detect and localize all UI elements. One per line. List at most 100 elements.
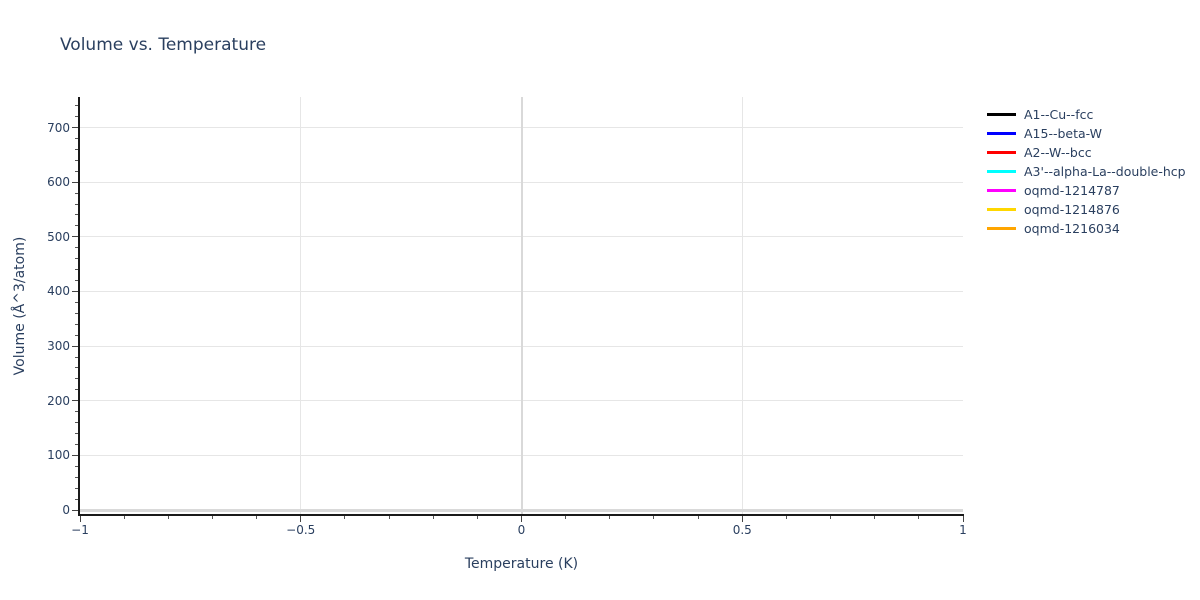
y-minor-tick [75,367,78,369]
y-tick [72,236,78,238]
legend-label: A1--Cu--fcc [1024,107,1094,122]
y-minor-tick [75,422,78,424]
x-tick [521,516,522,522]
y-axis-title: Volume (Å^3/atom) [12,236,28,376]
legend-label: oqmd-1214876 [1024,202,1120,217]
legend-line-swatch [987,132,1016,135]
y-minor-tick [75,301,78,303]
y-minor-tick [75,323,78,325]
x-axis-title: Temperature (K) [464,556,579,572]
y-tick-label: 0 [62,503,70,517]
y-minor-tick [75,148,78,150]
y-tick [72,509,78,511]
y-tick [72,400,78,402]
legend-line-swatch [987,170,1016,173]
legend-item[interactable]: A2--W--bcc [987,143,1186,162]
y-tick-label: 600 [47,175,70,190]
legend-label: oqmd-1216034 [1024,221,1120,236]
y-tick [72,290,78,292]
y-minor-tick [75,487,78,489]
legend-line-swatch [987,151,1016,154]
x-minor-tick [388,516,390,519]
x-minor-tick [874,516,876,519]
x-minor-tick [565,516,567,519]
y-tick-label: 100 [47,448,70,463]
x-minor-tick [653,516,655,519]
legend-item[interactable]: A15--beta-W [987,124,1186,143]
x-tick-label: 0.5 [732,523,752,537]
y-tick [72,454,78,456]
y-tick [72,181,78,183]
y-axis-line [78,97,80,516]
x-minor-tick [609,516,611,519]
x-tick-label: 1 [959,523,967,537]
y-minor-tick [75,247,78,249]
y-minor-tick [75,225,78,227]
x-minor-tick [697,516,699,519]
x-minor-tick [918,516,920,519]
x-minor-tick [123,516,125,519]
x-minor-tick [211,516,213,519]
y-tick [72,345,78,347]
x-minor-tick [432,516,434,519]
x-minor-tick [476,516,478,519]
y-minor-tick [75,105,78,107]
y-minor-tick [75,170,78,172]
x-tick-label: 0 [517,523,526,537]
y-minor-tick [75,411,78,413]
x-tick-label: −0.5 [286,523,316,537]
y-minor-tick [75,378,78,380]
y-tick-label: 700 [47,120,70,135]
x-tick [741,516,743,522]
y-minor-tick [75,214,78,216]
x-tick [79,516,81,522]
y-minor-tick [75,192,78,194]
legend-line-swatch [987,208,1016,211]
y-tick [72,127,78,128]
zero-line-x [520,97,523,514]
chart-title: Volume vs. Temperature [60,35,267,55]
x-tick-label: −1 [71,523,89,537]
y-minor-tick [75,356,78,358]
y-minor-tick [75,203,78,205]
x-tick [300,516,302,522]
y-minor-tick [75,269,78,271]
legend: A1--Cu--fcc A15--beta-W A2--W--bcc A3'--alp… [987,105,1186,238]
y-minor-tick [75,258,78,260]
legend-line-swatch [987,227,1016,230]
y-minor-tick [75,389,78,391]
y-minor-tick [75,476,78,478]
legend-item[interactable]: oqmd-1214876 [987,200,1186,219]
legend-label: A15--beta-W [1024,126,1103,141]
y-minor-tick [75,498,78,500]
x-minor-tick [167,516,169,519]
gridline-vertical [300,97,302,514]
legend-line-swatch [987,113,1016,116]
legend-label: oqmd-1214787 [1024,183,1120,198]
x-minor-tick [785,516,787,519]
legend-label: A3'--alpha-La--double-hcp [1024,164,1186,179]
plot-area[interactable] [80,97,963,514]
y-minor-tick [75,433,78,434]
x-axis-line [78,514,964,516]
legend-item[interactable]: A3'--alpha-La--double-hcp [987,162,1186,181]
x-minor-tick [256,516,258,519]
legend-item[interactable]: oqmd-1216034 [987,219,1186,238]
y-tick-label: 500 [47,229,70,244]
x-tick [962,516,964,522]
y-tick-label: 300 [47,339,70,354]
legend-label: A2--W--bcc [1024,145,1092,160]
gridline-vertical [741,97,743,514]
legend-item[interactable]: oqmd-1214787 [987,181,1186,200]
legend-item[interactable]: A1--Cu--fcc [987,105,1186,124]
y-minor-tick [75,280,78,281]
y-minor-tick [75,443,78,445]
y-minor-tick [75,159,78,161]
legend-line-swatch [987,189,1016,192]
y-tick-label: 400 [47,284,70,299]
y-tick-label: 200 [47,393,70,408]
x-minor-tick [830,516,832,519]
y-minor-tick [75,312,78,314]
y-minor-tick [75,465,78,467]
